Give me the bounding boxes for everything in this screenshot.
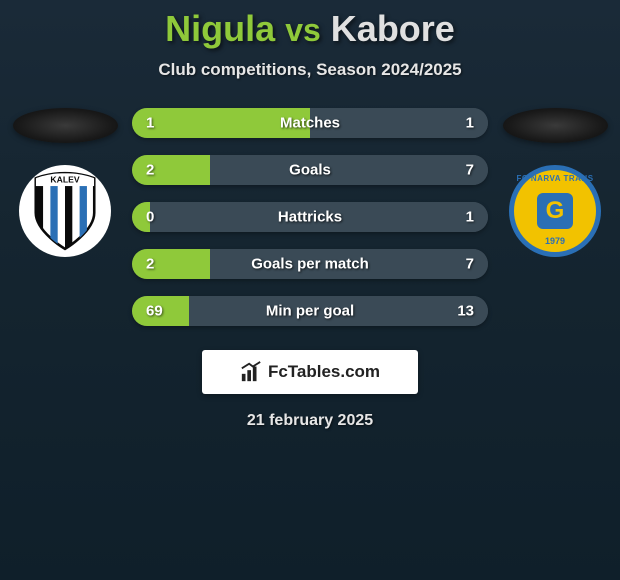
stat-label: Hattricks [278, 209, 342, 226]
right-team-logo: FC NARVA TRANS G 1979 [509, 165, 601, 257]
right-logo-arc-text: FC NARVA TRANS [516, 174, 593, 183]
stat-left-seg [132, 155, 210, 185]
date-label: 21 february 2025 [0, 412, 620, 430]
stat-left-value: 2 [146, 162, 154, 179]
right-logo-year: 1979 [545, 236, 565, 246]
stat-right-value: 7 [466, 162, 474, 179]
stat-left-value: 69 [146, 303, 163, 320]
right-logo-letter: G [537, 193, 573, 229]
stat-bar: 2 7 Goals per match [132, 249, 488, 279]
stat-label: Matches [280, 115, 340, 132]
left-ellipse-shadow [13, 108, 118, 143]
source-badge: FcTables.com [202, 350, 418, 394]
comparison-title: Nigula vs Kabore [0, 0, 620, 50]
right-ellipse-shadow [503, 108, 608, 143]
svg-text:KALEV: KALEV [50, 175, 79, 185]
stat-left-value: 0 [146, 209, 154, 226]
stat-bar: 1 1 Matches [132, 108, 488, 138]
bar-chart-icon [240, 361, 262, 383]
stat-bar: 0 1 Hattricks [132, 202, 488, 232]
stat-label: Goals [289, 162, 331, 179]
stat-left-seg [132, 249, 210, 279]
kalev-shield-icon: KALEV [22, 168, 108, 254]
stat-label: Min per goal [266, 303, 354, 320]
stat-right-seg [210, 155, 488, 185]
right-side: FC NARVA TRANS G 1979 [500, 108, 610, 257]
stat-label: Goals per match [251, 256, 369, 273]
stat-right-value: 13 [457, 303, 474, 320]
left-team-logo: KALEV [19, 165, 111, 257]
vs-label: vs [285, 12, 321, 48]
player1-name: Nigula [165, 8, 275, 49]
stat-bar: 2 7 Goals [132, 155, 488, 185]
stat-bars: 1 1 Matches 2 7 Goals 0 1 Hattricks 2 7 Goals per m… [132, 108, 488, 326]
stat-right-value: 1 [466, 209, 474, 226]
stat-left-value: 1 [146, 115, 154, 132]
player2-name: Kabore [331, 8, 455, 49]
left-side: KALEV [10, 108, 120, 257]
content-row: KALEV 1 1 Matches 2 7 Goals 0 1 Hattricks 2 7 Goals… [0, 108, 620, 326]
stat-right-value: 7 [466, 256, 474, 273]
subtitle: Club competitions, Season 2024/2025 [0, 60, 620, 80]
stat-left-value: 2 [146, 256, 154, 273]
stat-right-value: 1 [466, 115, 474, 132]
source-badge-text: FcTables.com [268, 362, 380, 382]
stat-bar: 69 13 Min per goal [132, 296, 488, 326]
